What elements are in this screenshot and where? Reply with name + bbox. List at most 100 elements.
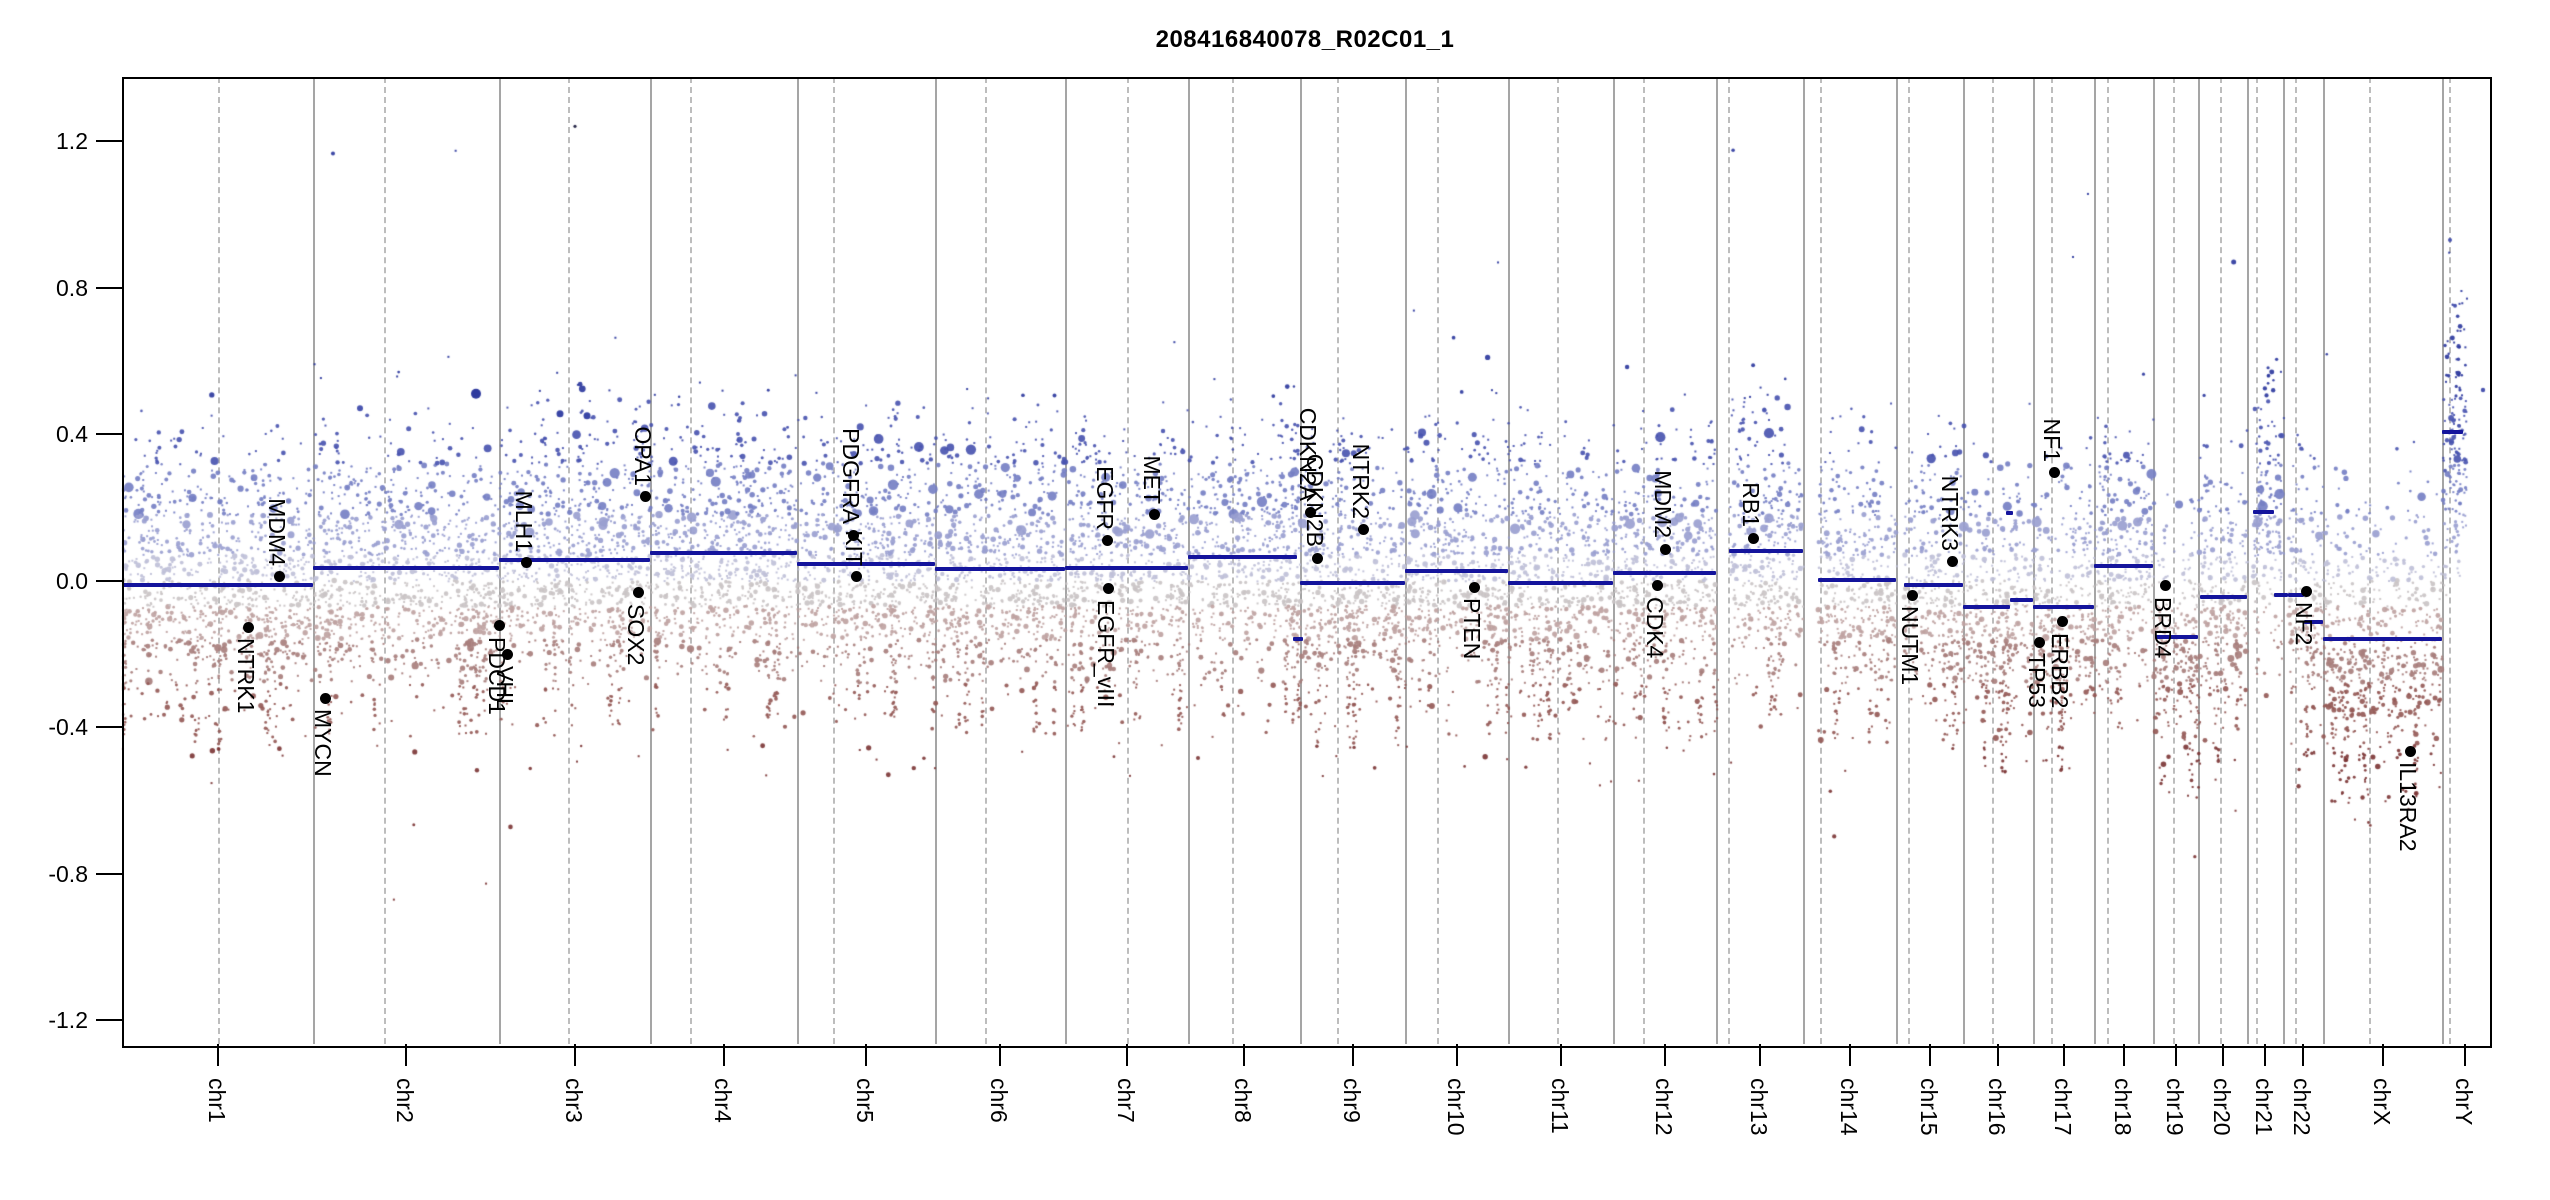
y-tick-label: -0.8: [48, 860, 88, 887]
gene-dot-VHL: [501, 649, 513, 661]
gene-dot-EGFR_vIII: [1102, 583, 1114, 595]
y-tick-0.4: [96, 433, 122, 435]
segment-chr8-7: [1188, 555, 1297, 560]
gene-dot-MDM4: [273, 571, 285, 583]
x-tick-chr20: [2222, 1044, 2224, 1066]
gene-dot-NF1: [2048, 467, 2060, 479]
gene-label-MDM2: MDM2: [1650, 470, 1676, 538]
x-label-chr18: chr18: [2110, 1078, 2136, 1136]
segment-chrY-28: [2442, 429, 2463, 434]
segment-chr5-4: [797, 562, 935, 567]
x-label-chr13: chr13: [1746, 1078, 1772, 1136]
x-tick-chr16: [1997, 1044, 1999, 1066]
y-tick-label: 1.2: [56, 128, 88, 154]
x-label-chrY: chrY: [2451, 1078, 2477, 1126]
gene-label-PTEN: PTEN: [1459, 598, 1485, 660]
segment-chr18-20: [2094, 563, 2153, 568]
x-label-chr9: chr9: [1339, 1078, 1365, 1123]
x-label-chr21: chr21: [2251, 1078, 2277, 1136]
x-tick-chr5: [865, 1044, 867, 1066]
x-tick-chr11: [1560, 1044, 1562, 1066]
x-tick-chr7: [1126, 1044, 1128, 1066]
x-tick-chr3: [574, 1044, 576, 1066]
gene-label-NTRK3: NTRK3: [1937, 475, 1963, 551]
segment-chr22-26: [2304, 619, 2323, 624]
gene-dot-CDKN2A: [1304, 506, 1316, 518]
gene-dot-MYCN: [319, 692, 331, 704]
gene-label-NTRK1: NTRK1: [233, 638, 259, 714]
segment-chr16-16: [1963, 604, 2010, 609]
segment-chr8-8: [1293, 637, 1303, 642]
gene-label-SOX2: SOX2: [623, 603, 649, 666]
segment-chrX-27: [2323, 637, 2442, 642]
segment-chr16-17: [2006, 511, 2013, 516]
gene-label-BRD4: BRD4: [2150, 596, 2176, 659]
segment-chr12-12: [1613, 571, 1716, 576]
x-label-chr19: chr19: [2162, 1078, 2188, 1136]
segment-chr2-1: [313, 566, 499, 571]
gene-dot-IL13RA2: [2404, 745, 2416, 757]
segment-chr19-21: [2155, 634, 2198, 639]
segment-chr1-0: [122, 582, 313, 587]
x-label-chr20: chr20: [2209, 1078, 2235, 1136]
segment-chr11-11: [1508, 581, 1613, 586]
x-label-chr4: chr4: [710, 1078, 736, 1123]
segment-chr16-18: [2010, 597, 2033, 602]
y-tick--0.8: [96, 872, 122, 875]
x-label-chr14: chr14: [1836, 1078, 1862, 1136]
x-tick-chr9: [1352, 1044, 1354, 1066]
x-label-chr17: chr17: [2050, 1078, 2076, 1136]
gene-dot-PDGFRA: [847, 529, 859, 541]
y-tick-label: -1.2: [48, 1007, 88, 1033]
gene-label-NF1: NF1: [2039, 418, 2065, 462]
gene-label-NF2: NF2: [2291, 602, 2317, 646]
x-label-chrX: chrX: [2369, 1078, 2395, 1126]
segment-chr6-5: [935, 567, 1065, 572]
x-label-chr3: chr3: [561, 1078, 587, 1123]
gene-label-EGFR: EGFR: [1092, 466, 1118, 530]
y-tick-0.0: [96, 579, 122, 582]
y-tick--0.4: [96, 726, 122, 728]
x-tick-chr13: [1759, 1044, 1761, 1066]
x-tick-chr19: [2175, 1044, 2177, 1066]
gene-label-NTRK2: NTRK2: [1348, 443, 1374, 519]
x-label-chr22: chr22: [2289, 1078, 2315, 1136]
x-tick-chr10: [1456, 1044, 1458, 1066]
x-tick-chr6: [999, 1044, 1001, 1066]
gene-label-ERBB2: ERBB2: [2047, 632, 2073, 709]
segment-chr3-2: [499, 557, 650, 562]
gene-label-PDGFRA: PDGFRA: [838, 428, 864, 525]
x-label-chr5: chr5: [852, 1078, 878, 1123]
gene-dot-TP53: [2033, 636, 2045, 648]
x-label-chr12: chr12: [1651, 1078, 1677, 1136]
gene-dot-EGFR: [1101, 535, 1113, 547]
gene-label-IL13RA2: IL13RA2: [2395, 762, 2421, 852]
x-tick-chr15: [1929, 1044, 1931, 1066]
gene-dot-MET: [1148, 509, 1160, 521]
y-tick-label: 0.8: [56, 274, 88, 301]
gene-dot-SOX2: [632, 587, 644, 599]
gene-dot-MLH1: [520, 557, 532, 569]
x-tick-chr4: [723, 1044, 725, 1066]
y-tick-label: 0.0: [56, 567, 88, 594]
gene-dot-OPA1: [639, 491, 651, 503]
segment-chr7-6: [1065, 566, 1188, 571]
gene-dot-CDK4: [1651, 580, 1663, 592]
segment-chr4-3: [650, 551, 797, 556]
x-tick-chr14: [1849, 1044, 1851, 1066]
x-label-chr11: chr11: [1547, 1078, 1573, 1134]
gene-dot-BRD4: [2159, 580, 2171, 592]
gene-label-KIT: KIT: [841, 530, 867, 566]
segment-chr10-10: [1405, 568, 1508, 573]
gene-dot-CDKN2B: [1311, 552, 1323, 564]
y-tick-1.2: [96, 140, 122, 142]
gene-label-MYCN: MYCN: [310, 709, 336, 777]
y-tick-0.8: [96, 286, 122, 289]
x-tick-chrX: [2382, 1044, 2384, 1066]
x-label-chr1: chr1: [204, 1078, 230, 1123]
gene-dot-NTRK2: [1357, 524, 1369, 536]
x-label-chr6: chr6: [986, 1078, 1012, 1123]
x-label-chr7: chr7: [1113, 1078, 1139, 1123]
gene-label-MDM4: MDM4: [264, 498, 290, 566]
